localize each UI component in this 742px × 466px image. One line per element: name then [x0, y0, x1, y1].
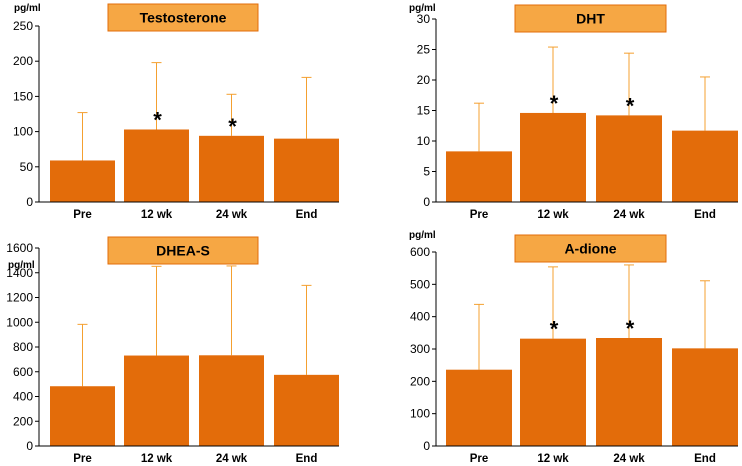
y-tick-label: 1200 [6, 291, 33, 305]
bar [274, 374, 339, 446]
y-tick-label: 50 [20, 160, 34, 174]
bar [520, 338, 586, 446]
y-tick-label: 25 [417, 43, 431, 57]
y-tick-label: 100 [410, 407, 430, 421]
y-tick-label: 5 [423, 165, 430, 179]
x-tick-label: Pre [73, 209, 92, 221]
x-tick-label: 12 wk [141, 453, 173, 465]
chart-title-box [107, 236, 259, 265]
significance-marker: * [228, 114, 237, 139]
bar [520, 112, 586, 202]
unit-label: pg/ml [409, 3, 436, 14]
y-tick-label: 1400 [6, 266, 33, 280]
y-tick-label: 15 [417, 104, 431, 118]
y-tick-label: 150 [13, 89, 33, 103]
x-tick-label: 24 wk [613, 453, 645, 465]
significance-marker: * [550, 91, 559, 116]
chart-panel-2: 0 200 400 600 800 1000 1200 1400 1600 Pre 12 wk 24 … [6, 236, 339, 465]
significance-marker: * [626, 316, 635, 341]
x-tick-label: Pre [73, 453, 92, 465]
y-tick-label: 20 [417, 73, 431, 87]
y-tick-label: 0 [26, 439, 33, 453]
y-tick-label: 400 [410, 310, 430, 324]
x-tick-label: End [296, 209, 318, 221]
x-tick-label: 12 wk [537, 453, 569, 465]
chart-panel-1: * * 0 5 10 15 20 25 30 Pre 12 wk 24 wk End pg/ml DHT [409, 3, 738, 221]
chart-title-box [107, 3, 259, 32]
y-tick-label: 250 [13, 19, 33, 33]
y-tick-label: 1600 [6, 241, 33, 255]
bar [124, 355, 189, 446]
x-tick-label: Pre [470, 453, 489, 465]
bar [672, 130, 738, 202]
y-tick-label: 600 [13, 365, 33, 379]
unit-label: pg/ml [8, 260, 35, 271]
y-tick-label: 200 [13, 54, 33, 68]
y-tick-label: 100 [13, 125, 33, 139]
y-tick-label: 400 [13, 390, 33, 404]
y-tick-label: 200 [13, 414, 33, 428]
y-tick-label: 0 [423, 439, 430, 453]
y-tick-label: 300 [410, 342, 430, 356]
bar [199, 355, 264, 446]
bar [596, 338, 662, 446]
chart-title-box [514, 234, 667, 263]
bar [596, 115, 662, 202]
x-tick-label: End [694, 209, 716, 221]
chart-panel-0: * * 0 50 100 150 200 250 Pre 12 wk 24 wk End pg/ml Te… [13, 3, 339, 221]
y-tick-label: 1000 [6, 315, 33, 329]
x-tick-label: End [296, 453, 318, 465]
bar [50, 386, 115, 446]
y-tick-label: 600 [410, 245, 430, 259]
chart-title: Testosterone [140, 10, 227, 26]
chart-title: A-dione [564, 241, 616, 257]
y-tick-label: 30 [417, 12, 431, 26]
chart-title-box [514, 4, 667, 33]
significance-marker: * [626, 93, 635, 118]
x-tick-label: 24 wk [216, 453, 248, 465]
y-tick-label: 500 [410, 277, 430, 291]
unit-label: pg/ml [14, 3, 41, 14]
y-tick-label: 0 [26, 195, 33, 209]
x-tick-label: End [694, 453, 716, 465]
y-tick-label: 800 [13, 340, 33, 354]
bar [199, 135, 264, 202]
bar [274, 138, 339, 202]
bar [672, 348, 738, 446]
x-tick-label: 24 wk [216, 209, 248, 221]
significance-marker: * [153, 107, 162, 132]
x-tick-label: 24 wk [613, 209, 645, 221]
bar [446, 151, 512, 202]
unit-label: pg/ml [409, 230, 436, 241]
chart-title: DHT [576, 11, 605, 27]
y-tick-label: 10 [417, 134, 431, 148]
y-tick-label: 0 [423, 195, 430, 209]
chart-panel-3: * * 0 100 200 300 400 500 600 Pre 12 wk 24 wk End pg/… [409, 230, 738, 465]
bar [446, 369, 512, 446]
x-tick-label: 12 wk [537, 209, 569, 221]
chart-title: DHEA-S [156, 243, 210, 259]
significance-marker: * [550, 317, 559, 342]
bar [50, 160, 115, 202]
x-tick-label: 12 wk [141, 209, 173, 221]
y-tick-label: 200 [410, 374, 430, 388]
bar [124, 129, 189, 202]
x-tick-label: Pre [470, 209, 489, 221]
